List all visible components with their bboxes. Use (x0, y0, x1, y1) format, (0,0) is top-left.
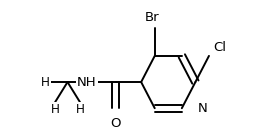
Text: N: N (197, 102, 207, 115)
Text: Cl: Cl (213, 41, 226, 54)
Text: H: H (51, 103, 60, 116)
Text: O: O (111, 117, 121, 130)
Text: NH: NH (77, 76, 97, 89)
Text: H: H (41, 76, 50, 89)
Text: H: H (76, 103, 85, 116)
Text: Br: Br (145, 11, 159, 24)
